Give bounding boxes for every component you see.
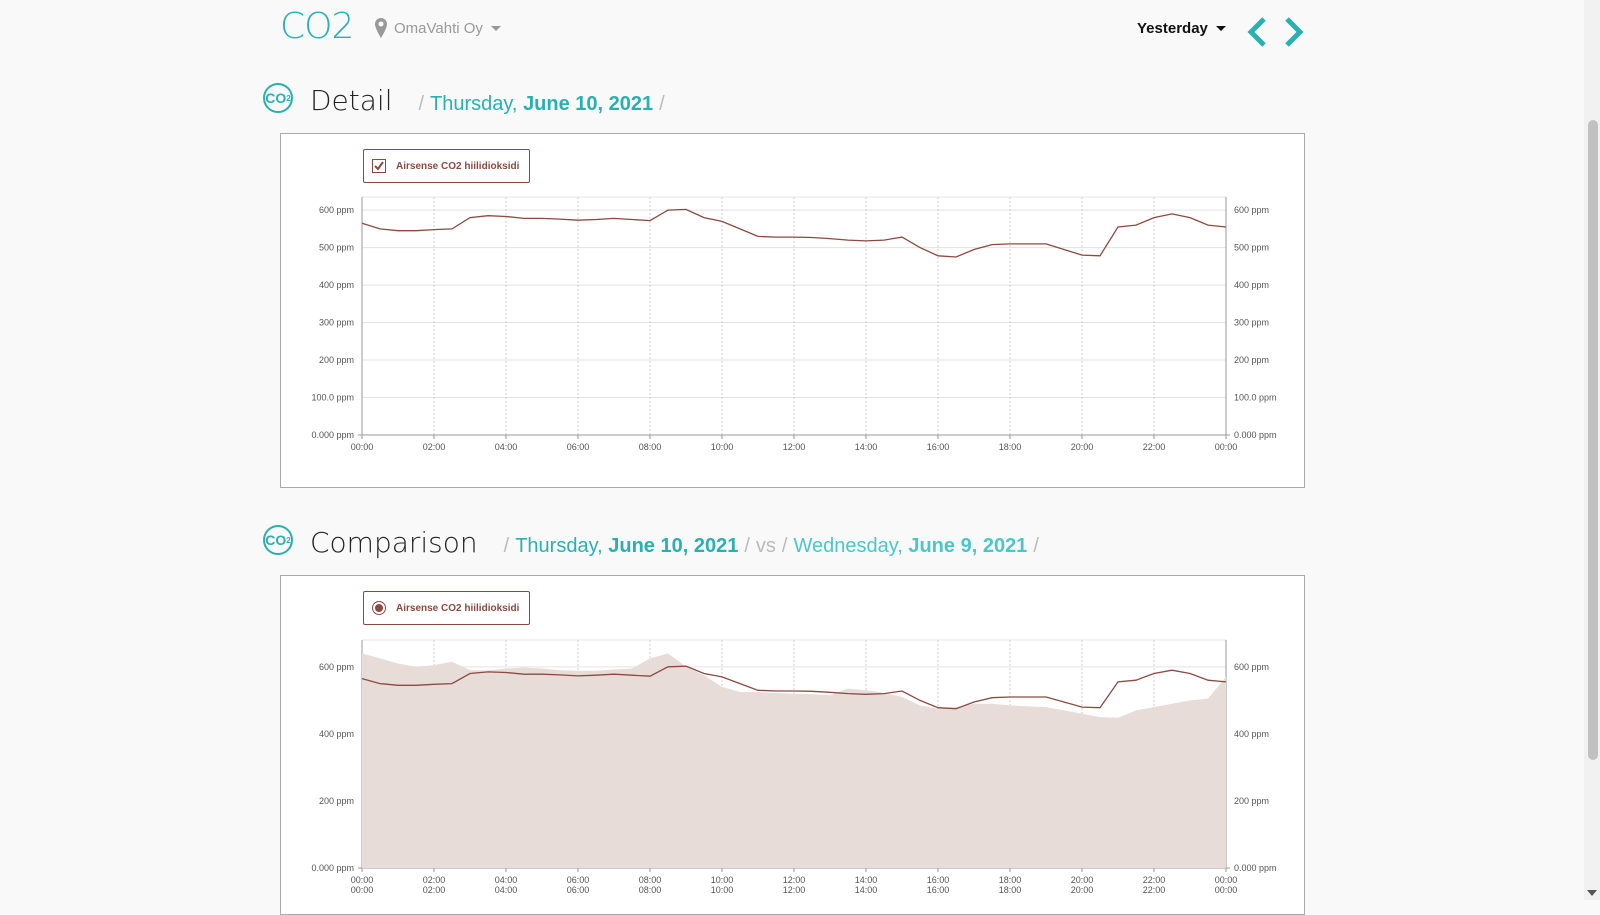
x-tick-label-comparison: 14:00: [855, 885, 878, 895]
x-tick-label-comparison: 06:00: [567, 885, 590, 895]
detail-chart-panel: Airsense CO2 hiilidioksidi 0.000 ppm 0.00…: [280, 133, 1305, 488]
legend-label: Airsense CO2 hiilidioksidi: [396, 160, 520, 172]
x-tick-label: 00:00: [351, 875, 374, 885]
x-tick-label: 20:00: [1071, 442, 1094, 452]
y-tick-label-right: 100.0 ppm: [1234, 393, 1277, 403]
x-tick-label: 16:00: [927, 442, 950, 452]
x-tick-label: 10:00: [711, 442, 734, 452]
y-tick-label-left: 400 ppm: [319, 280, 354, 290]
x-tick-label: 06:00: [567, 442, 590, 452]
x-tick-label-comparison: 22:00: [1143, 885, 1166, 895]
x-tick-label-comparison: 00:00: [1215, 885, 1238, 895]
x-tick-label: 18:00: [999, 875, 1022, 885]
x-tick-label: 20:00: [1071, 875, 1094, 885]
x-tick-label-comparison: 20:00: [1071, 885, 1094, 895]
comparison-heading: Comparison: [310, 526, 478, 559]
y-tick-label-left: 100.0 ppm: [311, 393, 354, 403]
x-tick-label: 12:00: [783, 875, 806, 885]
period-selector[interactable]: Yesterday: [1137, 20, 1226, 37]
x-tick-label: 10:00: [711, 875, 734, 885]
y-tick-label-left: 200 ppm: [319, 796, 354, 806]
y-tick-label-left: 200 ppm: [319, 355, 354, 365]
y-tick-label-left: 600 ppm: [319, 205, 354, 215]
x-tick-label: 08:00: [639, 875, 662, 885]
y-tick-label-right: 200 ppm: [1234, 796, 1269, 806]
comparison-chart: 0.000 ppm 0.000 ppm 200 ppm 200 ppm 400 ppm 4…: [311, 639, 1277, 895]
y-tick-label-right: 400 ppm: [1234, 280, 1269, 290]
y-tick-label-right: 500 ppm: [1234, 243, 1269, 253]
series-line: [361, 208, 1227, 258]
y-tick-label-right: 200 ppm: [1234, 355, 1269, 365]
scrollbar-thumb[interactable]: [1588, 120, 1598, 760]
x-tick-label: 00:00: [1215, 875, 1238, 885]
x-tick-label-comparison: 08:00: [639, 885, 662, 895]
detail-heading: Detail: [310, 84, 393, 117]
chevron-left-icon[interactable]: [1246, 16, 1268, 48]
chevron-right-icon[interactable]: [1283, 16, 1305, 48]
map-pin-icon: [375, 18, 387, 38]
checkbox[interactable]: [372, 159, 386, 173]
x-tick-label: 04:00: [495, 442, 518, 452]
y-tick-label-right: 600 ppm: [1234, 205, 1269, 215]
y-tick-label-left: 600 ppm: [319, 662, 354, 672]
x-tick-label-comparison: 00:00: [351, 885, 374, 895]
comparison-area: [362, 653, 1226, 868]
y-tick-label-left: 0.000 ppm: [311, 863, 354, 873]
x-tick-label-comparison: 12:00: [783, 885, 806, 895]
x-tick-label-comparison: 16:00: [927, 885, 950, 895]
chevron-down-icon: [1215, 26, 1226, 31]
x-tick-label: 08:00: [639, 442, 662, 452]
y-tick-label-right: 400 ppm: [1234, 729, 1269, 739]
x-tick-label: 16:00: [927, 875, 950, 885]
chevron-down-icon: [490, 25, 501, 31]
y-tick-label-left: 500 ppm: [319, 243, 354, 253]
series-line: [361, 665, 1227, 710]
x-tick-label: 22:00: [1143, 875, 1166, 885]
scroll-down-icon[interactable]: [1587, 890, 1597, 896]
y-tick-label-left: 0.000 ppm: [311, 430, 354, 440]
co2-icon: CO 2: [263, 83, 293, 113]
y-tick-label-right: 600 ppm: [1234, 662, 1269, 672]
co2-icon: CO 2: [263, 525, 293, 555]
comparison-date-1: Thursday, June 10, 2021: [515, 535, 739, 557]
detail-legend-toggle[interactable]: Airsense CO2 hiilidioksidi: [363, 149, 531, 183]
period-label: Yesterday: [1137, 20, 1208, 37]
page-title: CO2: [280, 6, 354, 47]
check-icon: [374, 161, 384, 171]
x-tick-label: 18:00: [999, 442, 1022, 452]
y-tick-label-left: 400 ppm: [319, 729, 354, 739]
y-tick-label-right: 0.000 ppm: [1234, 430, 1277, 440]
comparison-chart-panel: Airsense CO2 hiilidioksidi 0.000 ppm 0.00…: [280, 575, 1305, 915]
x-tick-label: 02:00: [423, 442, 446, 452]
location-selector[interactable]: OmaVahti Oy: [375, 18, 501, 38]
vs-label: vs: [755, 535, 776, 557]
x-tick-label: 00:00: [351, 442, 374, 452]
comparison-legend-toggle[interactable]: Airsense CO2 hiilidioksidi: [363, 591, 531, 625]
legend-label: Airsense CO2 hiilidioksidi: [396, 602, 520, 614]
x-tick-label: 14:00: [855, 442, 878, 452]
x-tick-label: 12:00: [783, 442, 806, 452]
detail-date: Thursday, June 10, 2021: [430, 93, 654, 115]
comparison-date-2: Wednesday, June 9, 2021: [793, 535, 1028, 557]
x-tick-label: 04:00: [495, 875, 518, 885]
location-label: OmaVahti Oy: [394, 19, 483, 37]
detail-heading-row: Detail / Thursday, June 10, 2021 /: [310, 84, 665, 117]
x-tick-label: 22:00: [1143, 442, 1166, 452]
x-tick-label: 14:00: [855, 875, 878, 885]
x-tick-label: 06:00: [567, 875, 590, 885]
y-tick-label-right: 0.000 ppm: [1234, 863, 1277, 873]
y-tick-label-left: 300 ppm: [319, 318, 354, 328]
y-tick-label-right: 300 ppm: [1234, 318, 1269, 328]
comparison-heading-row: Comparison / Thursday, June 10, 2021 / v…: [310, 526, 1039, 559]
scrollbar[interactable]: [1584, 0, 1600, 900]
radio-button[interactable]: [372, 601, 386, 615]
x-tick-label: 02:00: [423, 875, 446, 885]
detail-chart: 0.000 ppm 0.000 ppm 100.0 ppm 100.0 ppm 200 …: [311, 196, 1277, 452]
x-tick-label: 00:00: [1215, 442, 1238, 452]
x-tick-label-comparison: 10:00: [711, 885, 734, 895]
x-tick-label-comparison: 02:00: [423, 885, 446, 895]
x-tick-label-comparison: 04:00: [495, 885, 518, 895]
x-tick-label-comparison: 18:00: [999, 885, 1022, 895]
